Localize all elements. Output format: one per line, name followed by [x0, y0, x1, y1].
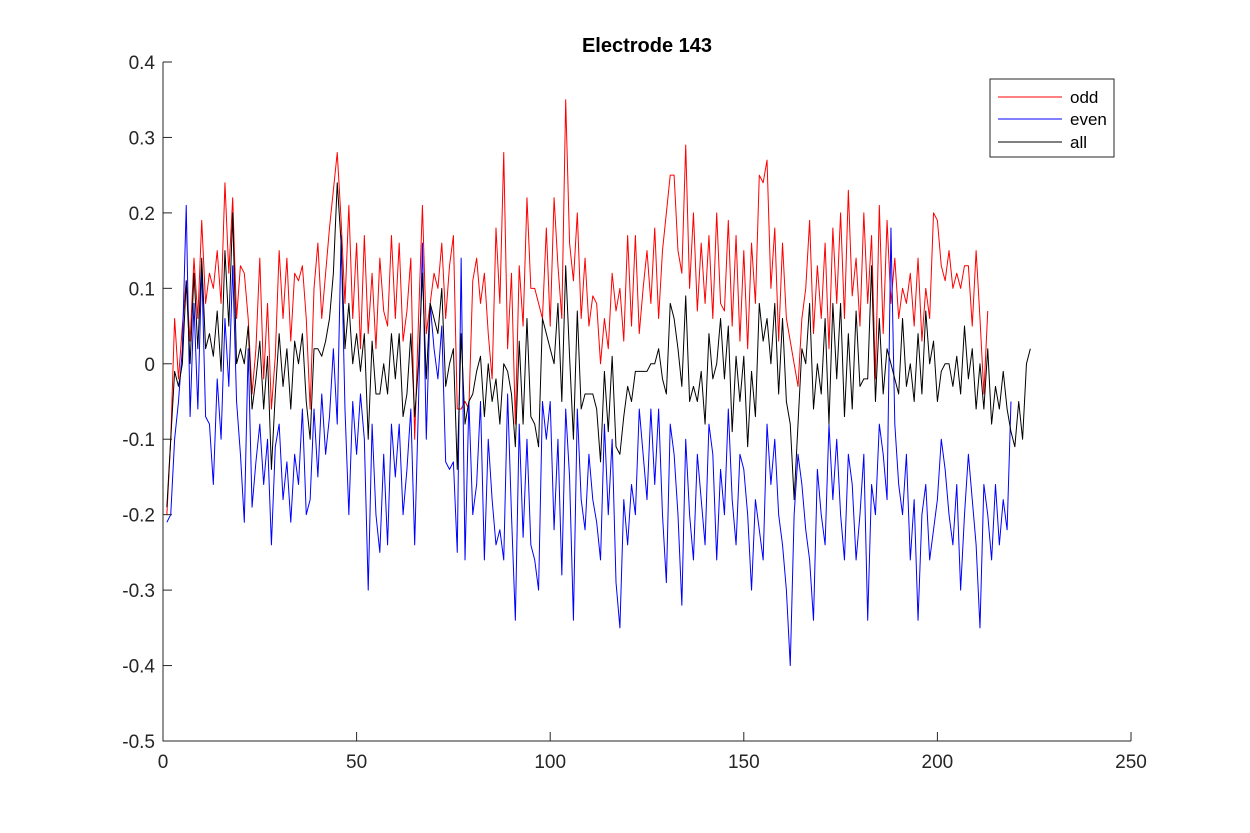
- legend-label-even: even: [1070, 110, 1107, 129]
- legend-box: [989, 78, 1115, 158]
- y-tick-label: 0.4: [129, 53, 156, 74]
- axis-tick-labels: 0 50 100 150 200 250 -0.5 -0.4 -0.3 -0.2 -0.1 0 0.1 0…: [122, 53, 1147, 773]
- y-tick-label: 0.3: [129, 128, 155, 149]
- y-tick-label: 0: [144, 355, 155, 376]
- x-tick-label: 100: [534, 752, 566, 773]
- x-tick-label: 0: [158, 752, 169, 773]
- legend-label-all: all: [1070, 133, 1087, 152]
- y-tick-label: -0.3: [122, 581, 155, 602]
- y-tick-label: 0.2: [129, 204, 155, 225]
- y-tick-label: -0.5: [122, 732, 155, 753]
- legend-label-odd: odd: [1070, 88, 1098, 107]
- x-tick-label: 200: [922, 752, 954, 773]
- series-line-odd: [166, 99, 989, 515]
- y-tick-label: -0.4: [122, 657, 155, 678]
- legend: odd even all: [989, 78, 1115, 158]
- y-tick-label: -0.2: [122, 506, 155, 527]
- y-tick-label: -0.1: [122, 430, 155, 451]
- axes-background: [163, 62, 1131, 741]
- series-line-even: [166, 204, 1012, 667]
- x-tick-label: 250: [1115, 752, 1147, 773]
- chart-title: Electrode 143: [582, 35, 712, 57]
- x-tick-label: 50: [346, 752, 367, 773]
- series-line-all: [166, 182, 1031, 508]
- x-tick-label: 150: [728, 752, 760, 773]
- axis-ticks: [162, 61, 1132, 742]
- y-tick-label: 0.1: [129, 279, 155, 300]
- series-lines: [166, 99, 1031, 667]
